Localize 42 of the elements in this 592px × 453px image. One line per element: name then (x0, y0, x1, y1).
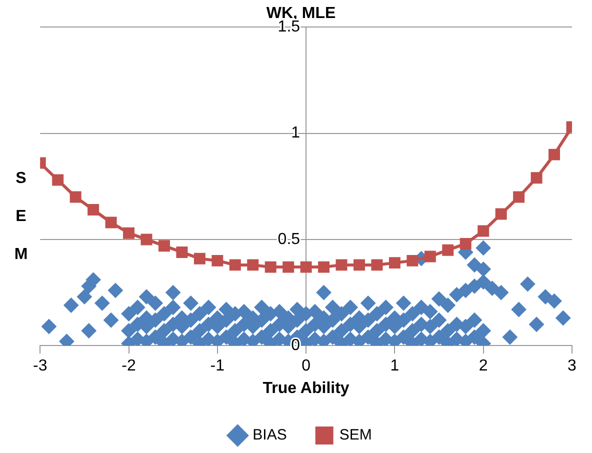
y-tick-label: 1 (291, 124, 300, 142)
point (495, 208, 507, 220)
y-tick-label: 1.5 (278, 18, 300, 36)
y-tick-label: 0.5 (278, 230, 300, 248)
point (158, 240, 170, 252)
point (176, 246, 188, 258)
point (300, 261, 312, 273)
point (123, 227, 135, 239)
point (460, 238, 472, 250)
text: SEM (14, 170, 28, 263)
point (212, 254, 224, 266)
point (442, 244, 454, 256)
point (478, 225, 490, 237)
x-tick-label: 3 (568, 358, 577, 375)
point (424, 250, 436, 262)
point (105, 216, 117, 228)
point (371, 259, 383, 271)
point (336, 259, 348, 271)
point (52, 174, 64, 186)
point (264, 261, 276, 273)
x-tick-label: -2 (122, 358, 136, 375)
point (388, 257, 400, 269)
point (354, 259, 365, 271)
x-tick-label: -3 (32, 358, 48, 375)
point (229, 259, 241, 271)
point (194, 252, 206, 264)
point (548, 148, 560, 160)
x-tick-label: -1 (210, 358, 225, 375)
x-tick-label: 2 (478, 358, 488, 375)
x-axis-title: True Ability (262, 380, 350, 397)
legend-label: BIAS (252, 426, 287, 444)
point (282, 261, 294, 273)
point (70, 191, 82, 203)
point (530, 172, 542, 184)
point (318, 261, 330, 273)
point (140, 234, 152, 246)
x-tick-label: 1 (390, 358, 400, 375)
point (406, 254, 418, 266)
legend-label: SEM (339, 426, 372, 444)
point (247, 259, 259, 271)
point (513, 191, 525, 203)
point (88, 204, 100, 216)
